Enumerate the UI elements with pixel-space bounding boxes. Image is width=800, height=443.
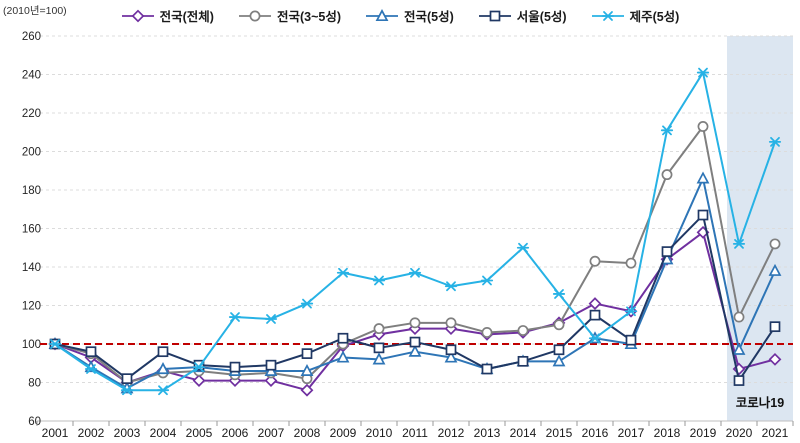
x-axis-label: 2006 xyxy=(222,426,249,440)
y-axis-label: 160 xyxy=(22,224,41,236)
y-axis-label: 220 xyxy=(22,108,41,120)
legend-label: 전국(전체) xyxy=(159,10,214,24)
y-axis-label: 140 xyxy=(22,262,41,274)
x-axis-label: 2015 xyxy=(546,426,573,440)
x-axis-label: 2017 xyxy=(618,426,645,440)
legend-item: 전국(3~5성) xyxy=(238,6,341,25)
y-axis-label: 60 xyxy=(28,416,41,428)
legend-label: 전국(3~5성) xyxy=(276,10,341,24)
x-axis: 2001 2002 2003 2004 2005 2006 2007 2008 2009 2010… xyxy=(36,421,794,440)
x-axis-label: 2005 xyxy=(186,426,213,440)
x-axis-label: 2008 xyxy=(294,426,321,440)
unit-label: (2010년=100) xyxy=(3,5,67,17)
legend-label: 전국(5성) xyxy=(404,10,454,24)
x-axis-label: 2011 xyxy=(402,426,428,440)
legend-item: 제주(5성) xyxy=(591,6,680,25)
star-marker-icon xyxy=(591,10,624,21)
series-2 xyxy=(48,171,782,394)
x-axis-label: 2018 xyxy=(654,426,681,440)
y-axis-label: 100 xyxy=(22,339,41,351)
x-axis-label: 2009 xyxy=(330,426,357,440)
x-axis-label: 2002 xyxy=(78,426,105,440)
legend-item: 서울(5성) xyxy=(478,6,567,25)
x-axis-label: 2021 xyxy=(762,426,789,440)
series-4 xyxy=(48,67,782,396)
x-axis-label: 2012 xyxy=(438,426,465,440)
y-axis-label: 120 xyxy=(22,301,41,313)
x-axis-label: 2016 xyxy=(582,426,609,440)
triangle-marker-icon xyxy=(366,8,398,21)
x-axis-label: 2019 xyxy=(690,426,717,440)
x-axis-label: 2001 xyxy=(42,426,69,440)
covid-label: 코로나19 xyxy=(736,395,784,410)
legend-label: 서울(5성) xyxy=(516,10,567,24)
diamond-marker-icon xyxy=(121,9,154,22)
circle-marker-icon xyxy=(238,10,271,21)
y-axis-label: 260 xyxy=(22,31,41,43)
legend-label: 제주(5성) xyxy=(629,10,680,24)
chart-legend: 전국(전체) 전국(3~5성) 전국(5성) 서울(5성) 제주(5성) xyxy=(0,6,800,25)
legend-item: 전국(5성) xyxy=(365,6,454,25)
square-marker-icon xyxy=(478,10,511,21)
y-axis-label: 200 xyxy=(22,147,41,159)
series-3 xyxy=(49,209,781,386)
x-axis-label: 2010 xyxy=(366,426,393,440)
y-axis-label: 180 xyxy=(22,185,41,197)
x-axis-label: 2003 xyxy=(114,426,141,440)
x-axis-label: 2004 xyxy=(150,426,177,440)
x-axis-label: 2007 xyxy=(258,426,285,440)
legend-item: 전국(전체) xyxy=(121,6,214,25)
grid: 60 80 100 120 140 160 180 200 220 240 260 xyxy=(22,31,793,428)
y-axis-label: 240 xyxy=(22,70,41,82)
x-axis-label: 2020 xyxy=(726,426,753,440)
x-axis-label: 2014 xyxy=(510,426,537,440)
y-axis-label: 80 xyxy=(28,378,41,390)
x-axis-label: 2013 xyxy=(474,426,501,440)
